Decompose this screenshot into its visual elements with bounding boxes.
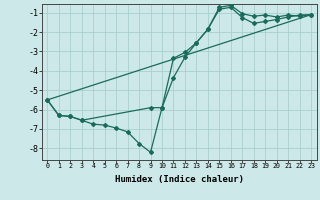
- X-axis label: Humidex (Indice chaleur): Humidex (Indice chaleur): [115, 175, 244, 184]
